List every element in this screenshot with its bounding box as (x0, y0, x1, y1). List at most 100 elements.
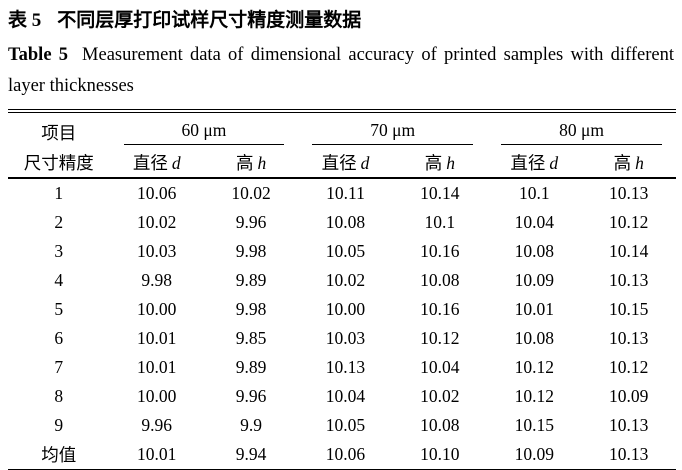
table-cell: 10.05 (325, 241, 366, 262)
table-cell: 10.12 (514, 386, 554, 407)
row-label: 1 (54, 183, 64, 204)
table-cell: 10.16 (420, 299, 460, 320)
table-cell: 10.13 (609, 270, 649, 291)
row-label: 4 (54, 270, 64, 291)
table-row-8: 8 10.00 9.96 10.04 10.02 10.12 10.09 (8, 382, 676, 411)
table-number-zh: 表 5 (8, 10, 42, 31)
table-cell: 10.02 (420, 386, 460, 407)
height-label: 高 (424, 153, 443, 174)
table-row-5: 5 10.00 9.98 10.00 10.16 10.01 10.15 (8, 295, 676, 324)
table-cell: 10.04 (514, 212, 554, 233)
diameter-subheader-80: 直径 d (487, 148, 582, 180)
table-cell: 9.96 (235, 386, 267, 407)
height-label: 高 (235, 153, 254, 174)
table-cell: 10.14 (420, 183, 460, 204)
table-cell: 10.1 (518, 183, 550, 204)
group-header-70um: 70 μm (298, 111, 487, 148)
height-symbol: h (635, 153, 644, 174)
height-symbol: h (446, 153, 455, 174)
table-cell: 10.14 (609, 241, 649, 262)
table-cell: 10.1 (424, 212, 456, 233)
row-label: 9 (54, 415, 64, 436)
row-label: 5 (54, 299, 64, 320)
table-cell: 10.00 (325, 299, 366, 320)
table-cell: 9.96 (235, 212, 267, 233)
diameter-label: 直径 (510, 153, 546, 174)
table-cell: 10.12 (609, 357, 649, 378)
diameter-subheader-70: 直径 d (298, 148, 393, 180)
row-label: 2 (54, 212, 64, 233)
table-number-en: Table 5 (8, 44, 69, 65)
table-cell: 10.01 (137, 444, 177, 465)
table-cell: 10.01 (137, 328, 177, 349)
row-label-mean: 均值 (41, 445, 77, 466)
table-cell: 10.13 (609, 444, 649, 465)
table-row-9: 9 9.96 9.9 10.05 10.08 10.15 10.13 (8, 411, 676, 440)
table-cell: 10.13 (609, 415, 649, 436)
table-cell: 10.06 (325, 444, 366, 465)
item-header: 项目 (41, 122, 77, 143)
table-cell: 10.08 (325, 212, 366, 233)
table-row-2: 2 10.02 9.96 10.08 10.1 10.04 10.12 (8, 208, 676, 237)
table-cell: 10.02 (231, 183, 271, 204)
row-label: 6 (54, 328, 64, 349)
table-cell: 10.06 (137, 183, 177, 204)
row-label: 8 (54, 386, 64, 407)
table-cell: 10.16 (420, 241, 460, 262)
table-cell: 10.01 (514, 299, 554, 320)
table-cell: 10.13 (609, 328, 649, 349)
table-title-zh: 不同层厚打印试样尺寸精度测量数据 (57, 10, 362, 31)
table-row-7: 7 10.01 9.89 10.13 10.04 10.12 10.12 (8, 353, 676, 382)
table-cell: 10.08 (420, 270, 460, 291)
table-cell: 10.03 (325, 328, 366, 349)
table-cell: 10.08 (420, 415, 460, 436)
table-cell: 10.04 (420, 357, 460, 378)
table-cell: 10.09 (609, 386, 649, 407)
table-cell: 10.04 (325, 386, 366, 407)
row-label: 7 (54, 357, 64, 378)
table-cell: 9.89 (235, 357, 267, 378)
diameter-symbol: d (171, 153, 181, 174)
table-row-6: 6 10.01 9.85 10.03 10.12 10.08 10.13 (8, 324, 676, 353)
table-cell: 10.02 (325, 270, 366, 291)
table-cell: 10.02 (137, 212, 177, 233)
diameter-label: 直径 (321, 153, 357, 174)
table-cell: 10.00 (137, 386, 177, 407)
table-caption-zh: 表 5 不同层厚打印试样尺寸精度测量数据 (8, 8, 676, 34)
row-label: 3 (54, 241, 64, 262)
group-header-80um-label: 80 μm (501, 120, 662, 145)
table-cell: 10.08 (514, 241, 554, 262)
table-row-4: 4 9.98 9.89 10.02 10.08 10.09 10.13 (8, 266, 676, 295)
diameter-symbol: d (549, 153, 559, 174)
table-cell: 9.98 (141, 270, 173, 291)
table-cell: 10.15 (514, 415, 554, 436)
table-cell: 10.01 (137, 357, 177, 378)
table-cell: 10.13 (325, 357, 366, 378)
table-cell: 10.15 (609, 299, 649, 320)
group-header-60um: 60 μm (110, 111, 299, 148)
table-cell: 9.89 (235, 270, 267, 291)
accuracy-header: 尺寸精度 (8, 148, 110, 180)
table-cell: 10.09 (514, 444, 554, 465)
table-cell: 10.03 (137, 241, 177, 262)
table-cell: 10.12 (514, 357, 554, 378)
table-cell: 10.00 (137, 299, 177, 320)
table-cell: 10.12 (609, 212, 649, 233)
table-cell: 10.08 (514, 328, 554, 349)
table-cell: 10.13 (609, 183, 649, 204)
table-caption-en: Table 5 Measurement data of dimensional a… (8, 40, 674, 104)
table-cell: 9.98 (235, 241, 267, 262)
group-header-60um-label: 60 μm (123, 120, 285, 145)
table-cell: 10.09 (514, 270, 554, 291)
diameter-subheader-60: 直径 d (109, 148, 204, 180)
table-cell: 10.10 (420, 444, 460, 465)
table-title-en: Measurement data of dimensional accuracy… (8, 44, 674, 97)
diameter-symbol: d (360, 153, 370, 174)
group-header-70um-label: 70 μm (312, 120, 474, 145)
table-row-1: 1 10.06 10.02 10.11 10.14 10.1 10.13 (8, 178, 676, 208)
